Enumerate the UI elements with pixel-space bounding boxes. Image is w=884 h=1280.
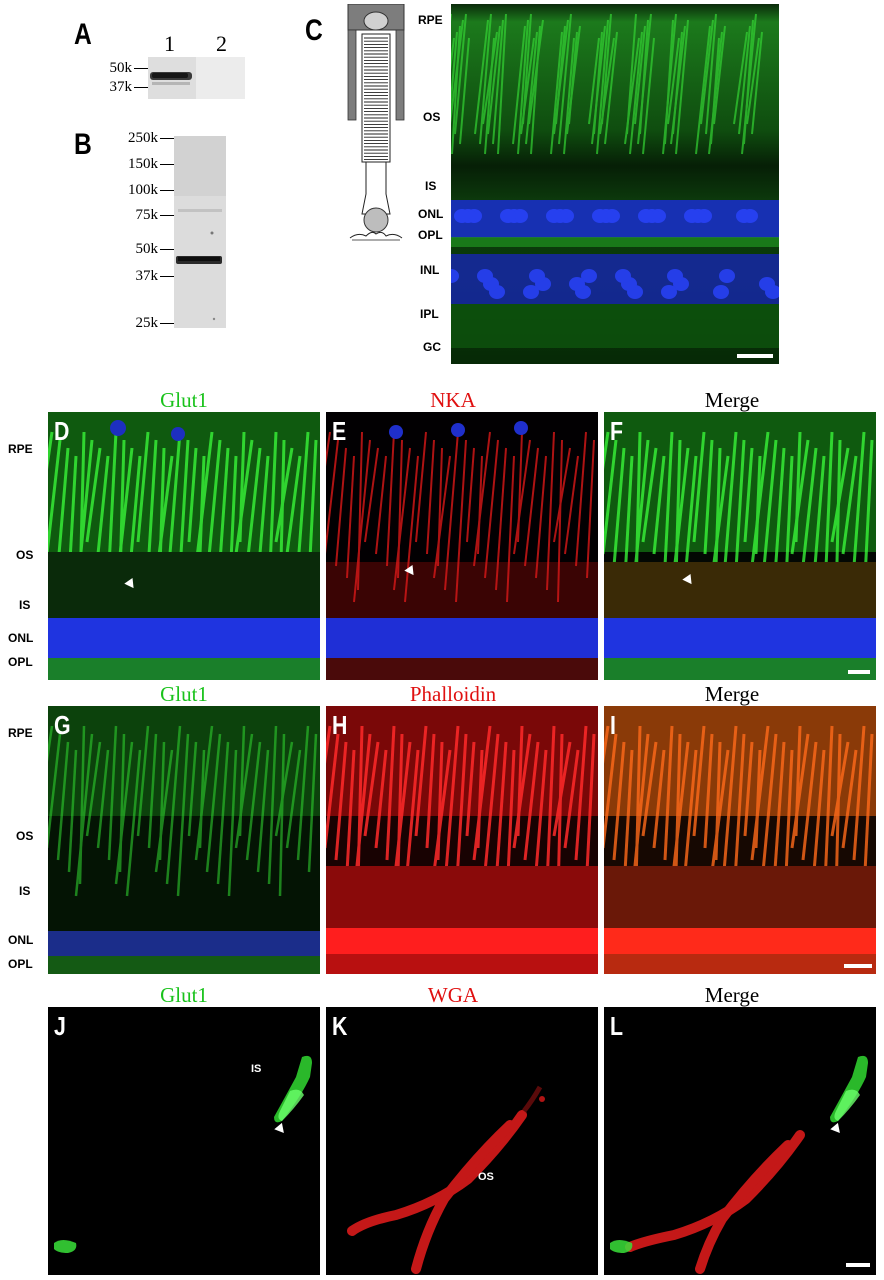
label-is: IS <box>251 1063 262 1075</box>
layer-label-os: OS <box>423 110 441 124</box>
layer-label-rpe: RPE <box>8 442 33 456</box>
marker-b-50k: 50k <box>135 241 159 257</box>
scale-bar <box>737 354 773 358</box>
marker-b-250k: 250k <box>128 130 158 146</box>
marker-b-37k: 37k <box>135 268 159 284</box>
panel-label-h: H <box>332 710 348 740</box>
photoreceptor-diagram <box>346 3 406 244</box>
marker-tick <box>160 215 174 216</box>
marker-tick <box>160 249 174 250</box>
marker-tick <box>160 190 174 191</box>
panel-label-d: D <box>54 416 70 446</box>
column-title-glut1: Glut1 <box>160 388 208 412</box>
micrograph-g-glut1: G <box>48 706 320 974</box>
panel-label-l: L <box>610 1011 624 1041</box>
panel-label-e: E <box>332 416 347 446</box>
scale-bar <box>846 1263 870 1267</box>
marker-tick <box>160 276 174 277</box>
panel-label-f: F <box>610 416 624 446</box>
layer-label-opl: OPL <box>418 228 443 242</box>
layer-label-is: IS <box>425 179 437 193</box>
label-os: OS <box>478 1171 494 1183</box>
micrograph-h-phalloidin: H <box>326 706 598 974</box>
layer-label-opl: OPL <box>8 957 33 971</box>
micrograph-k-wga: K OS <box>326 1007 598 1275</box>
scale-bar <box>844 964 872 968</box>
layer-label-gc: GC <box>423 340 441 354</box>
panel-label-i: I <box>610 710 616 740</box>
panel-label-k: K <box>332 1011 348 1041</box>
micrograph-d-glut1: D <box>48 412 320 680</box>
layer-label-opl: OPL <box>8 655 33 669</box>
marker-tick <box>134 87 148 88</box>
lane-label-2: 2 <box>216 31 227 56</box>
layer-label-onl: ONL <box>418 207 444 221</box>
column-title-phalloidin: Phalloidin <box>409 682 497 706</box>
marker-b-100k: 100k <box>128 182 158 198</box>
marker-tick <box>160 323 174 324</box>
micrograph-i-merge: I <box>604 706 876 974</box>
layer-label-os: OS <box>16 548 34 562</box>
micrograph-c-retina <box>451 4 779 364</box>
panel-label-g: G <box>54 710 71 740</box>
lane-label-1: 1 <box>164 31 175 56</box>
marker-tick <box>160 138 174 139</box>
marker-tick <box>134 68 148 69</box>
column-title-merge: Merge <box>704 388 760 412</box>
western-blot-b <box>174 136 226 328</box>
column-title-merge: Merge <box>704 682 760 706</box>
marker-b-150k: 150k <box>128 156 158 172</box>
western-blot-a <box>148 57 245 99</box>
layer-label-os: OS <box>16 829 34 843</box>
layer-label-rpe: RPE <box>418 13 443 27</box>
column-title-wga: WGA <box>427 983 479 1007</box>
micrograph-j-glut1: J IS <box>48 1007 320 1275</box>
micrograph-e-nka: E <box>326 412 598 680</box>
column-title-merge: Merge <box>704 983 760 1007</box>
layer-label-onl: ONL <box>8 631 34 645</box>
marker-b-25k: 25k <box>135 315 159 331</box>
column-title-glut1: Glut1 <box>160 983 208 1007</box>
layer-label-is: IS <box>19 884 31 898</box>
layer-label-onl: ONL <box>8 933 34 947</box>
column-title-nka: NKA <box>430 388 476 412</box>
marker-tick <box>160 164 174 165</box>
panel-label-a: A <box>74 18 92 51</box>
micrograph-f-merge: F <box>604 412 876 680</box>
layer-label-ipl: IPL <box>420 307 439 321</box>
column-title-glut1: Glut1 <box>160 682 208 706</box>
layer-label-rpe: RPE <box>8 726 33 740</box>
marker-a-50k: 50k <box>109 60 133 76</box>
micrograph-l-merge: L <box>604 1007 876 1275</box>
marker-a-37k: 37k <box>109 79 133 95</box>
panel-label-b: B <box>74 128 92 161</box>
layer-label-is: IS <box>19 598 31 612</box>
panel-label-j: J <box>54 1011 66 1041</box>
panel-label-c: C <box>305 14 323 47</box>
marker-b-75k: 75k <box>135 207 159 223</box>
scale-bar <box>848 670 870 674</box>
layer-label-inl: INL <box>420 263 440 277</box>
